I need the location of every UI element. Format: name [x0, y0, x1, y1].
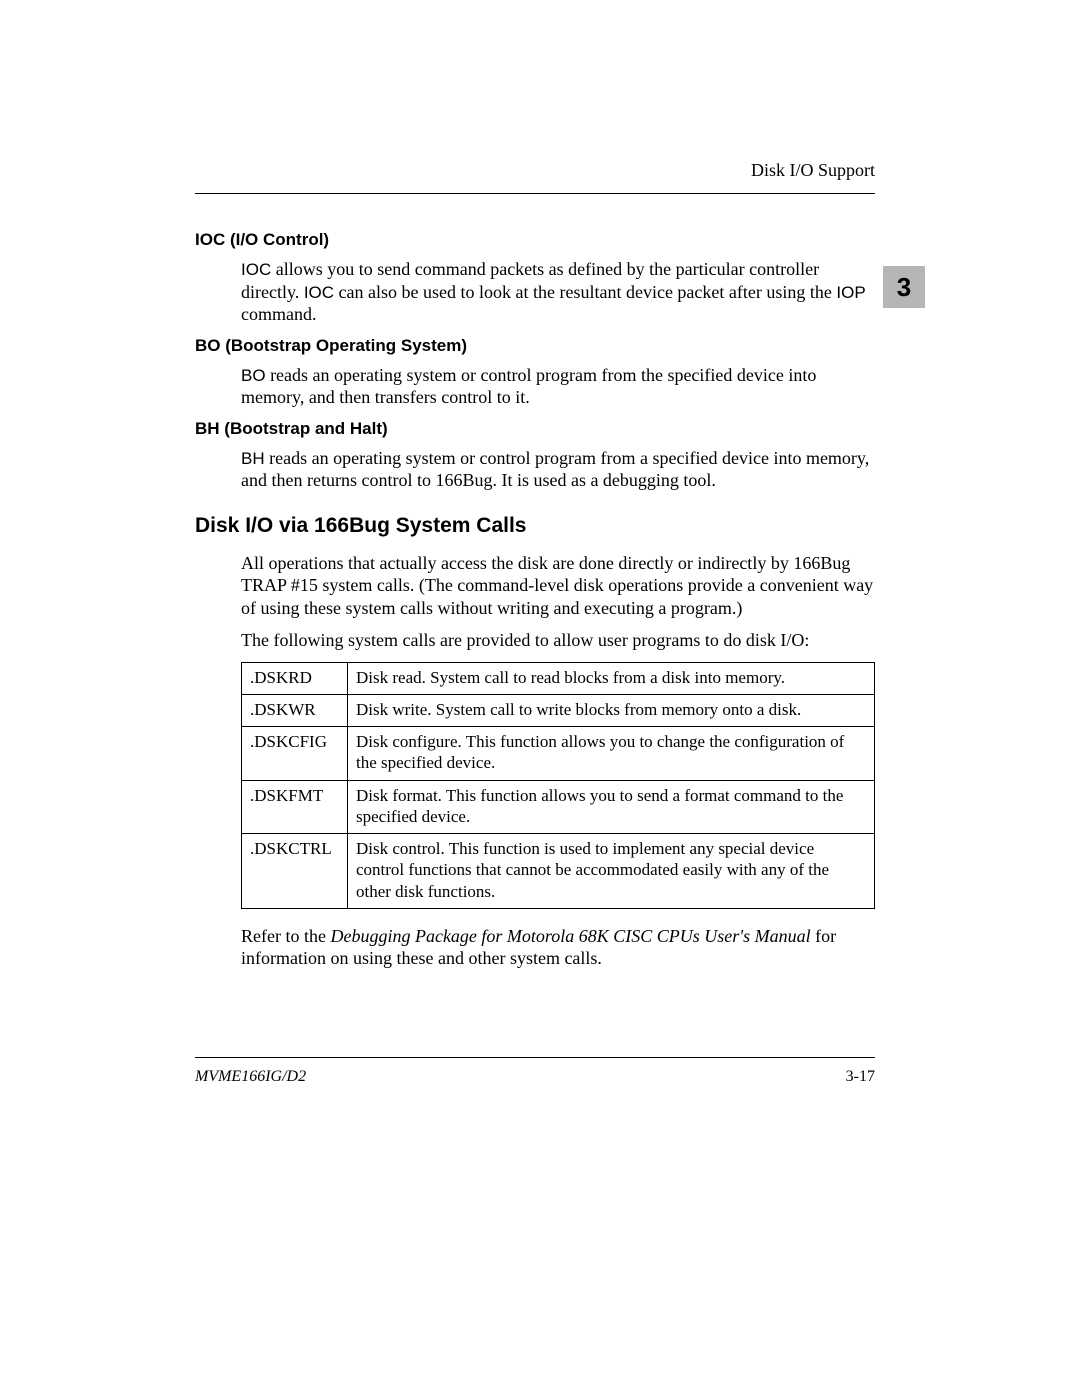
- chapter-tab: 3: [883, 266, 925, 308]
- text: command.: [241, 304, 316, 324]
- table-row: .DSKFMT Disk format. This function allow…: [242, 780, 875, 834]
- table-row: .DSKCFIG Disk configure. This function a…: [242, 727, 875, 781]
- table-row: .DSKWR Disk write. System call to write …: [242, 694, 875, 726]
- footer-doc-id: MVME166IG/D2: [195, 1068, 306, 1086]
- running-header: Disk I/O Support: [195, 160, 875, 194]
- syscall-desc: Disk control. This function is used to i…: [348, 834, 875, 909]
- syscall-desc: Disk configure. This function allows you…: [348, 727, 875, 781]
- heading-bh: BH (Bootstrap and Halt): [195, 419, 875, 439]
- heading-syscalls: Disk I/O via 166Bug System Calls: [195, 514, 875, 538]
- heading-ioc: IOC (I/O Control): [195, 230, 875, 250]
- code-iop: IOP: [836, 283, 865, 302]
- code-ioc-2: IOC: [304, 283, 334, 302]
- page-footer: MVME166IG/D2 3-17: [195, 1057, 875, 1086]
- para-ioc: IOC allows you to send command packets a…: [241, 258, 875, 326]
- para-syscalls-1: All operations that actually access the …: [241, 552, 875, 620]
- page-body: Disk I/O Support IOC (I/O Control) IOC a…: [195, 160, 875, 980]
- para-syscalls-3: Refer to the Debugging Package for Motor…: [241, 925, 875, 970]
- table-row: .DSKCTRL Disk control. This function is …: [242, 834, 875, 909]
- code-bo: BO: [241, 366, 266, 385]
- para-syscalls-2: The following system calls are provided …: [241, 629, 875, 652]
- footer-page-number: 3-17: [846, 1068, 875, 1086]
- syscall-name: .DSKWR: [242, 694, 348, 726]
- syscall-desc: Disk format. This function allows you to…: [348, 780, 875, 834]
- code-bh: BH: [241, 449, 265, 468]
- syscalls-tbody: .DSKRD Disk read. System call to read bl…: [242, 662, 875, 908]
- para-bo: BO reads an operating system or control …: [241, 364, 875, 409]
- heading-bo: BO (Bootstrap Operating System): [195, 336, 875, 356]
- text: can also be used to look at the resultan…: [334, 282, 836, 302]
- table-row: .DSKRD Disk read. System call to read bl…: [242, 662, 875, 694]
- syscall-name: .DSKRD: [242, 662, 348, 694]
- syscall-name: .DSKFMT: [242, 780, 348, 834]
- syscalls-table: .DSKRD Disk read. System call to read bl…: [241, 662, 875, 909]
- syscall-desc: Disk read. System call to read blocks fr…: [348, 662, 875, 694]
- text: Refer to the: [241, 926, 330, 946]
- syscall-desc: Disk write. System call to write blocks …: [348, 694, 875, 726]
- syscall-name: .DSKCFIG: [242, 727, 348, 781]
- manual-title: Debugging Package for Motorola 68K CISC …: [330, 926, 810, 946]
- text: reads an operating system or control pro…: [241, 448, 869, 491]
- code-ioc-1: IOC: [241, 260, 271, 279]
- para-bh: BH reads an operating system or control …: [241, 447, 875, 492]
- text: reads an operating system or control pro…: [241, 365, 816, 408]
- syscall-name: .DSKCTRL: [242, 834, 348, 909]
